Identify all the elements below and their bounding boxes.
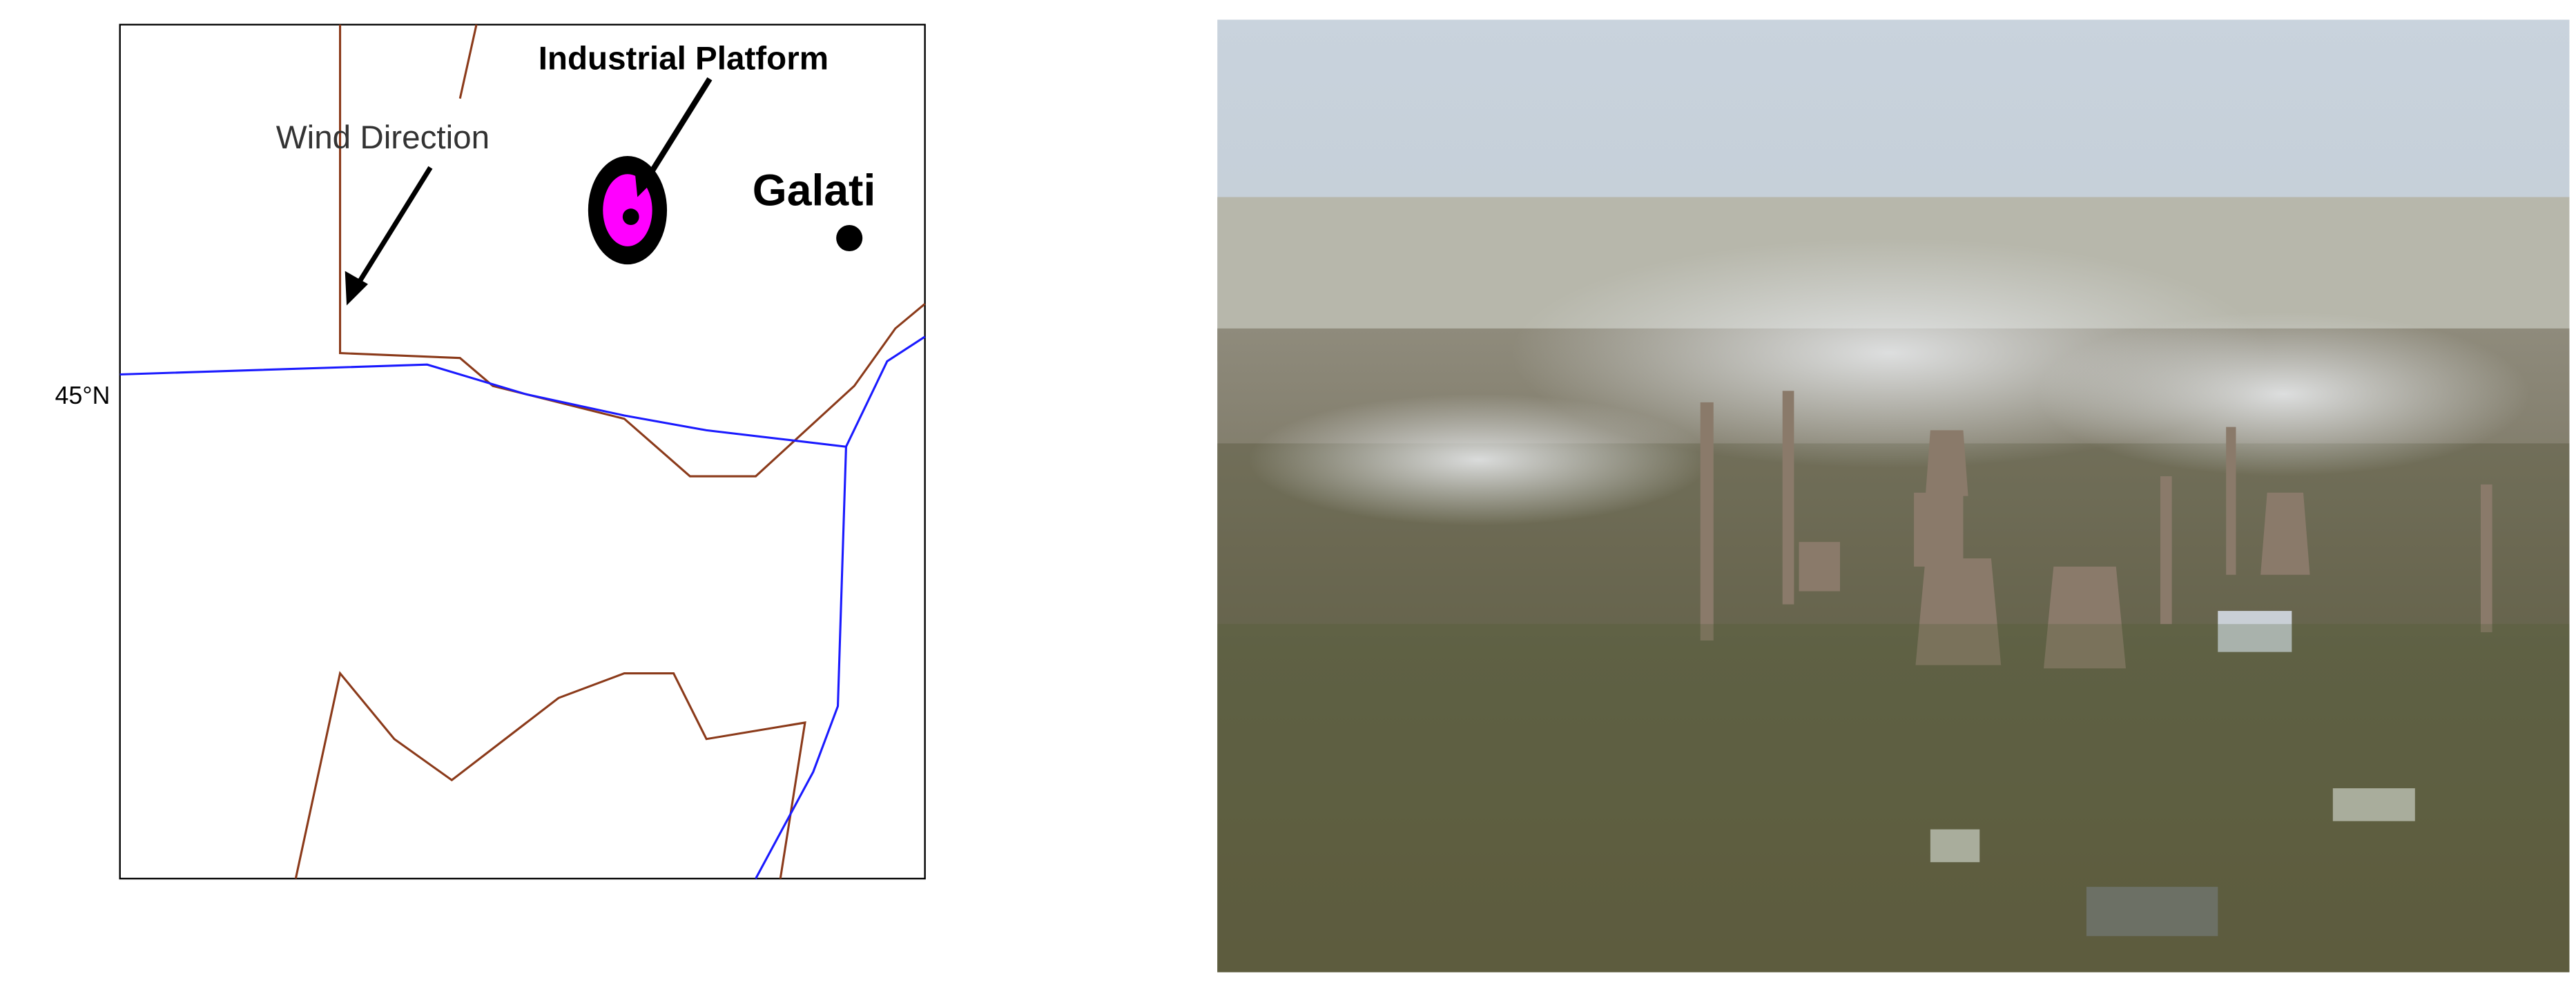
arrow <box>641 77 713 186</box>
photo <box>1217 19 2570 973</box>
y-axis-hemisphere: 45°N <box>55 382 110 409</box>
arrow <box>352 166 433 291</box>
platform-center <box>622 208 639 225</box>
annotation: Galati <box>753 166 876 215</box>
border <box>294 671 806 879</box>
annotation: Industrial Platform <box>539 41 829 77</box>
river <box>119 363 848 879</box>
annotation: Wind Direction <box>276 119 490 156</box>
arrow-head <box>634 164 657 197</box>
map-panel: Industrial Platform Wind Direction Galat… <box>55 23 926 880</box>
arrow-head <box>345 271 368 306</box>
river <box>845 335 926 447</box>
border <box>339 24 926 478</box>
border <box>458 24 478 99</box>
city-dot <box>836 224 863 252</box>
map-frame <box>119 23 926 880</box>
